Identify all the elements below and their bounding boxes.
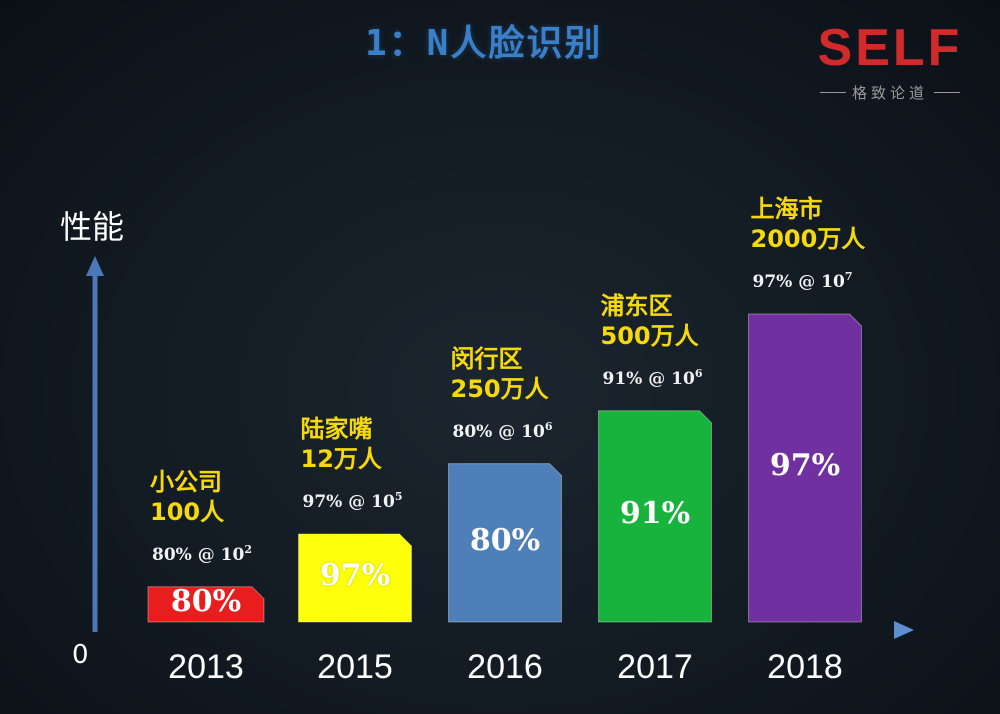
annotation-population: 250万人	[450, 374, 549, 403]
accuracy-label-2018: 97% @ 107	[752, 270, 853, 292]
bar-2016	[448, 463, 562, 623]
scale-annotation-2013: 小公司 100人	[150, 467, 224, 527]
annotation-population: 12万人	[300, 445, 382, 473]
y-origin-label: 0	[72, 640, 89, 670]
annotation-place: 浦东区	[600, 291, 673, 320]
page-title: 1：N人脸识别	[365, 23, 603, 64]
accuracy-label-2017: 91% @ 106	[602, 366, 703, 389]
annotation-population: 100人	[150, 497, 225, 526]
tagline-rule-left	[819, 92, 846, 93]
bar-2018	[748, 313, 862, 623]
bar-2015	[298, 533, 412, 623]
accuracy-label-2015: 97% @ 105	[302, 490, 403, 512]
scale-annotation-2018: 上海市 2000万人	[751, 194, 866, 254]
bar-value-label-2016: 80%	[469, 522, 541, 558]
annotation-place: 上海市	[750, 195, 823, 223]
annotation-place: 小公司	[150, 467, 222, 496]
accuracy-label-2016: 80% @ 106	[452, 419, 553, 442]
bar-value-label-2017: 91%	[619, 496, 691, 532]
bar-value-label-2018: 97%	[769, 448, 841, 483]
x-tick-2017: 2017	[617, 648, 693, 686]
x-tick-2013: 2013	[168, 648, 244, 686]
x-tick-2015: 2015	[317, 648, 393, 686]
accuracy-label-2013: 80% @ 102	[152, 542, 252, 565]
annotation-population: 500万人	[600, 321, 699, 350]
annotation-place: 闵行区	[450, 344, 523, 373]
y-axis-arrow	[86, 256, 104, 276]
self-logo: SELF 格致论道	[805, 22, 975, 103]
x-axis-arrow	[894, 621, 914, 639]
scale-annotation-2016: 闵行区 250万人	[451, 344, 549, 404]
x-tick-2018: 2018	[767, 648, 843, 686]
tagline-text: 格致论道	[851, 84, 928, 102]
bar-2017	[598, 410, 712, 623]
annotation-population: 2000万人	[750, 225, 866, 253]
logo-wordmark: SELF	[817, 19, 963, 77]
y-axis-label: 性能	[60, 208, 125, 246]
scale-annotation-2017: 浦东区 500万人	[601, 291, 699, 351]
bars-group	[147, 313, 862, 623]
scale-annotation-2015: 陆家嘴 12万人	[301, 414, 382, 474]
tagline-rule-right	[934, 92, 960, 93]
bar-2013	[147, 586, 265, 623]
x-tick-2016: 2016	[467, 648, 543, 686]
logo-tagline: 格致论道	[805, 82, 975, 103]
bar-value-label-2015: 97%	[319, 558, 391, 593]
bar-value-label-2013: 80%	[170, 584, 242, 620]
annotation-place: 陆家嘴	[300, 415, 373, 443]
